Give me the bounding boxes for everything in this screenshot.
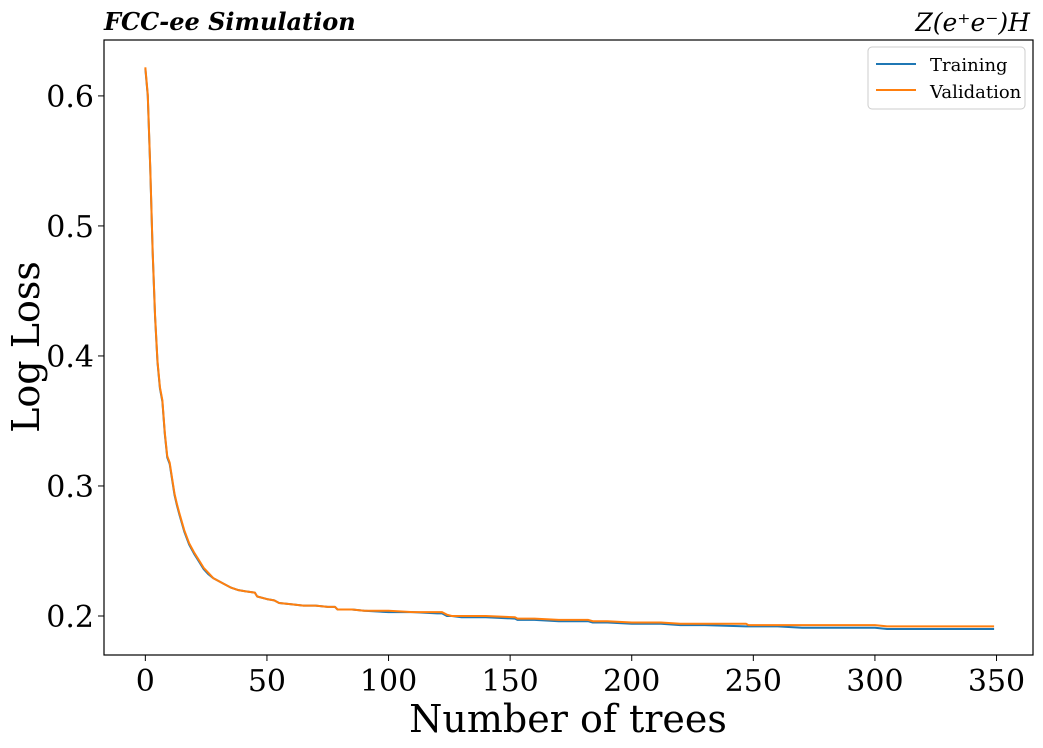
x-tick-label: 250 xyxy=(725,664,782,699)
chart-title-right: Z(e⁺e⁻)H xyxy=(914,8,1031,37)
y-axis-label: Log Loss xyxy=(4,261,48,433)
x-axis-ticks: 0 50 100 150 200 250 300 350 xyxy=(136,655,1025,699)
x-tick-label: 100 xyxy=(360,664,417,699)
chart-title-left: FCC-ee Simulation xyxy=(103,7,356,36)
y-tick-label: 0.3 xyxy=(46,470,94,505)
legend: Training Validation xyxy=(867,46,1026,110)
x-tick-label: 200 xyxy=(603,664,660,699)
x-tick-label: 50 xyxy=(248,664,286,699)
y-tick-label: 0.6 xyxy=(46,80,94,115)
y-axis-ticks: 0.2 0.3 0.4 0.5 0.6 xyxy=(46,80,104,635)
x-tick-label: 150 xyxy=(482,664,539,699)
series-layer xyxy=(144,67,995,630)
series-line-training xyxy=(144,68,995,630)
legend-validation-label: Validation xyxy=(929,82,1022,103)
plot-frame xyxy=(103,39,1034,656)
x-tick-label: 350 xyxy=(968,664,1025,699)
legend-box xyxy=(867,46,1026,110)
x-tick-label: 300 xyxy=(846,664,903,699)
y-tick-label: 0.2 xyxy=(46,600,94,635)
legend-training-label: Training xyxy=(930,55,1008,76)
x-tick-label: 0 xyxy=(136,664,155,699)
x-axis-label: Number of trees xyxy=(409,697,727,741)
series-line-validation xyxy=(144,67,995,628)
y-tick-label: 0.4 xyxy=(46,340,94,375)
y-tick-label: 0.5 xyxy=(46,210,94,245)
